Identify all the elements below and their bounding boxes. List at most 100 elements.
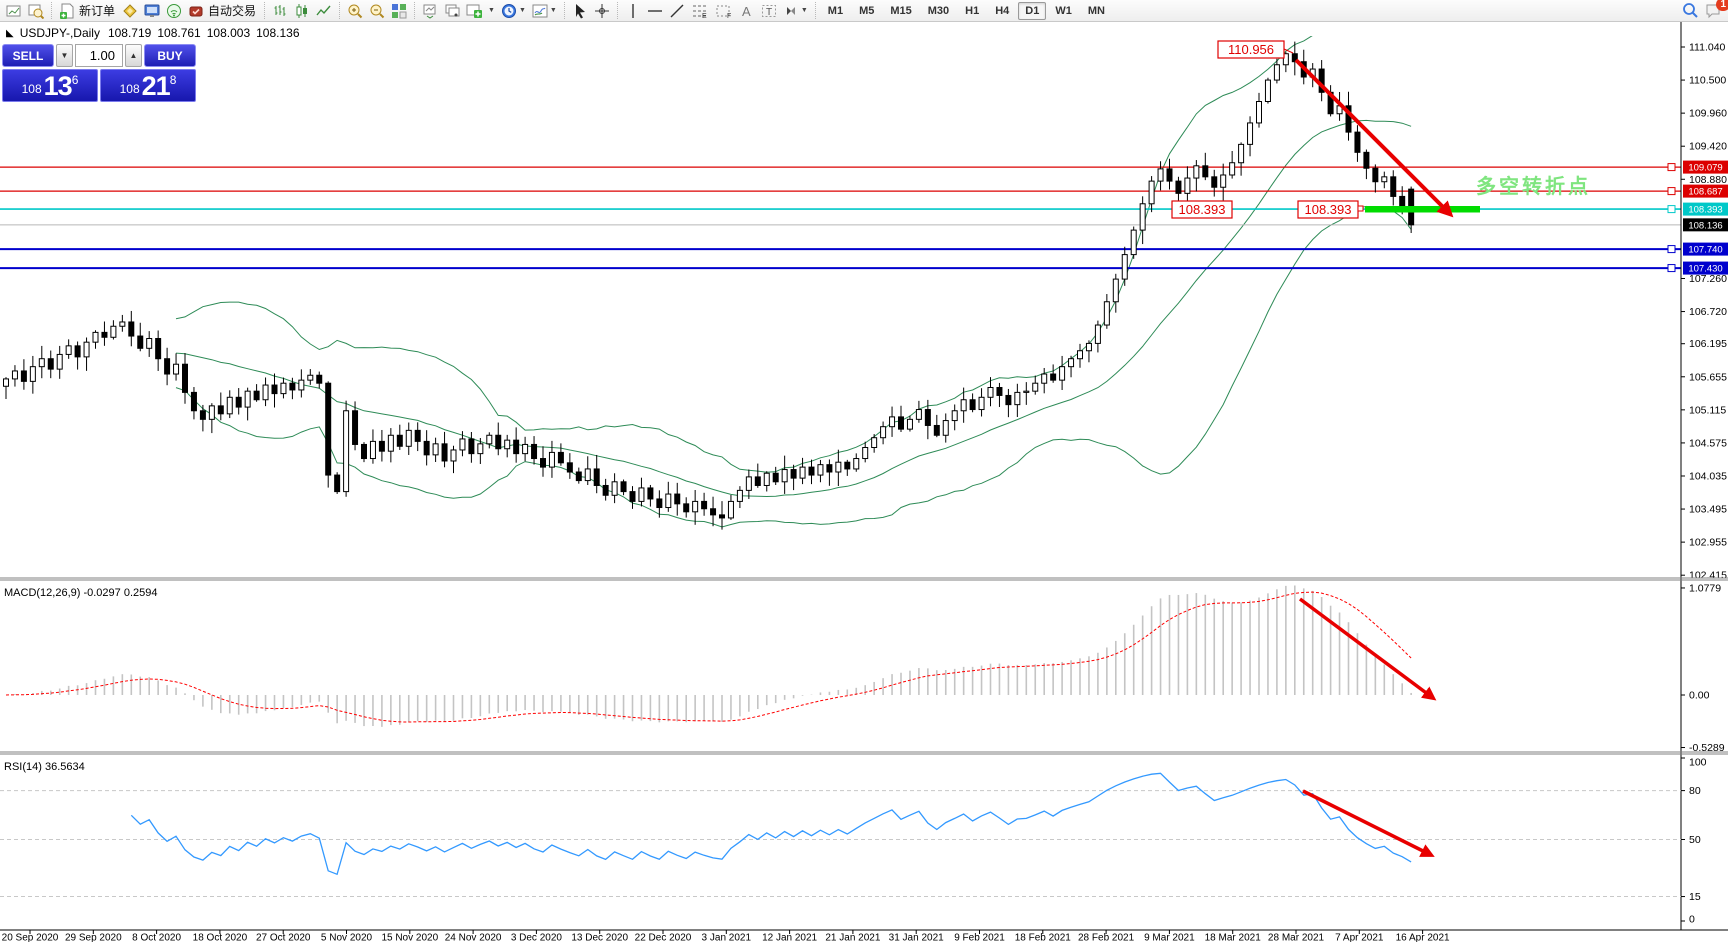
arrange-windows-icon[interactable]	[419, 1, 441, 21]
symbol-name: USDJPY-,Daily	[19, 26, 100, 40]
line-chart-type-icon[interactable]	[313, 1, 335, 21]
buy-price-display[interactable]: 108 21 8	[100, 69, 196, 102]
support-price-label: 108.393	[1305, 202, 1352, 217]
volume-decrease-button[interactable]: ▼	[56, 44, 73, 67]
new-order-icon[interactable]	[56, 1, 78, 21]
volume-increase-button[interactable]: ▲	[125, 44, 142, 67]
timeframe-H1[interactable]: H1	[965, 4, 980, 17]
candle-body	[468, 438, 475, 455]
fibonacci-tool-icon[interactable]: E	[688, 1, 712, 21]
periods-icon[interactable]: ▼	[498, 1, 529, 21]
timeframe-W1[interactable]: W1	[1055, 4, 1072, 17]
candle-body	[540, 458, 546, 468]
zoom-out-icon[interactable]	[366, 1, 388, 21]
text-tool-icon[interactable]: A	[736, 1, 758, 21]
macd-indicator-label: MACD(12,26,9) -0.0297 0.2594	[4, 587, 157, 599]
chart-background	[0, 22, 1728, 942]
candle-body	[11, 370, 18, 380]
crosshair-icon[interactable]	[591, 1, 613, 21]
cycle-lines-tool-icon[interactable]: F	[712, 1, 736, 21]
date-tick-label: 27 Oct 2020	[256, 933, 311, 942]
notification-badge: 1	[1716, 0, 1728, 11]
candle-body	[20, 370, 27, 382]
candle-body	[307, 374, 314, 381]
new-order-label[interactable]: 新订单	[79, 4, 116, 18]
text-label-tool-icon[interactable]: T	[758, 1, 780, 21]
candle-body	[683, 503, 690, 513]
candle-body	[1273, 64, 1280, 81]
metaeditor-icon[interactable]	[119, 1, 141, 21]
timeframe-M30[interactable]: M30	[927, 4, 950, 17]
candle-body	[763, 472, 770, 486]
cascade-windows-icon[interactable]	[441, 1, 463, 21]
candle-body	[1041, 373, 1048, 384]
buy-price-point: 8	[169, 73, 177, 87]
search-icon[interactable]	[1679, 1, 1702, 21]
timeframe-MN[interactable]: MN	[1087, 4, 1105, 17]
autotrading-label[interactable]: 自动交易	[208, 4, 257, 18]
candle-body	[665, 493, 672, 509]
candle-body	[29, 366, 36, 382]
candle-body	[1085, 342, 1092, 352]
tile-windows-icon[interactable]	[388, 1, 410, 21]
notifications-icon[interactable]: 1	[1702, 0, 1728, 21]
rsi-down-arrow	[1302, 789, 1435, 857]
candle-body	[808, 466, 815, 476]
candle-body	[441, 443, 448, 462]
sell-button[interactable]: SELL	[2, 44, 54, 67]
svg-text:F: F	[727, 13, 731, 19]
candle-body	[1345, 105, 1352, 133]
chart-annotations: 110.956 108.393 108.393 多空转折点	[1171, 40, 1588, 219]
svg-text:E: E	[702, 13, 707, 19]
candle-body	[817, 464, 824, 476]
candle-body	[745, 476, 752, 491]
trendline-tool-icon[interactable]	[666, 1, 688, 21]
toolbar-separator	[264, 2, 266, 19]
timeframe-D1[interactable]: D1	[1018, 1, 1047, 20]
autotrading-icon[interactable]	[185, 1, 207, 21]
candle-body	[262, 384, 269, 401]
add-indicator-icon[interactable]: ▼	[463, 1, 498, 21]
candle-body	[1229, 162, 1236, 176]
vertical-line-tool-icon[interactable]	[622, 1, 644, 21]
bar-chart-type-icon[interactable]	[269, 1, 291, 21]
timeframe-M1[interactable]: M1	[827, 4, 844, 17]
candle-body	[593, 468, 600, 486]
candle-body	[799, 466, 806, 479]
volume-input[interactable]: 1.00	[75, 44, 123, 67]
timeframe-H4[interactable]: H4	[995, 4, 1010, 17]
candlestick-type-icon[interactable]	[291, 1, 313, 21]
profiles-icon[interactable]	[25, 1, 47, 21]
candle-body	[710, 508, 717, 516]
candle-body	[557, 451, 564, 464]
date-tick-label: 18 Oct 2020	[193, 933, 248, 942]
timeframe-M15[interactable]: M15	[890, 4, 912, 17]
date-tick-label: 16 Apr 2021	[1396, 933, 1450, 942]
community-icon[interactable]	[163, 1, 185, 21]
new-chart-icon[interactable]	[3, 1, 25, 21]
date-tick-label: 9 Mar 2021	[1144, 933, 1195, 942]
rsi-indicator-label: RSI(14) 36.5634	[4, 761, 85, 773]
strategy-tester-icon[interactable]	[141, 1, 163, 21]
sell-price-display[interactable]: 108 13 6	[2, 69, 98, 102]
arrows-tool-icon[interactable]: ▼	[780, 1, 811, 21]
date-tick-label: 8 Oct 2020	[132, 933, 181, 942]
macd-axis-label: 1.0779	[1689, 582, 1721, 594]
candlestick-series[interactable]	[3, 41, 1415, 530]
candle-body	[164, 358, 171, 375]
candle-body	[280, 382, 287, 395]
horizontal-line-tool-icon[interactable]	[644, 1, 666, 21]
candle-body	[772, 472, 779, 483]
candle-body	[1282, 53, 1289, 66]
buy-button[interactable]: BUY	[144, 44, 196, 67]
support-price-label: 108.393	[1179, 202, 1226, 217]
candle-body	[1193, 165, 1200, 179]
candle-body	[942, 420, 949, 436]
timeframe-M5[interactable]: M5	[859, 4, 875, 17]
price-tick-label: 105.655	[1689, 371, 1727, 383]
cursor-icon[interactable]	[569, 1, 591, 21]
zoom-in-icon[interactable]	[344, 1, 366, 21]
candle-body	[1264, 79, 1271, 103]
templates-icon[interactable]: ▼	[529, 1, 560, 21]
